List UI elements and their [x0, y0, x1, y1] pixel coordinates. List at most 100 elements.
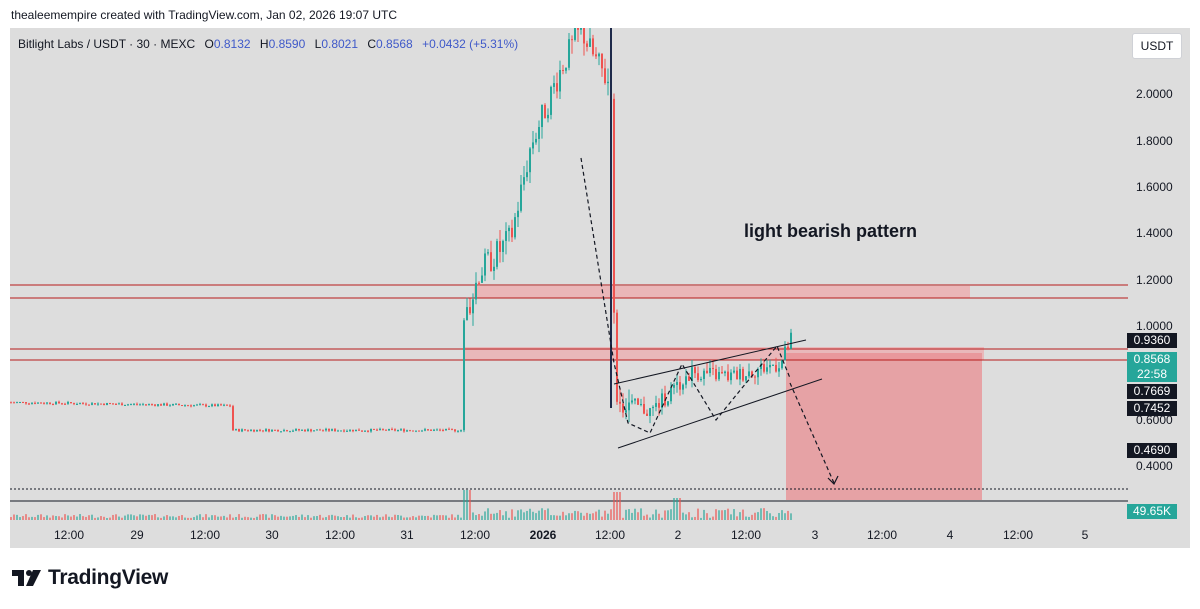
volume-bar — [418, 515, 420, 520]
candle-body — [505, 231, 507, 241]
volume-bar — [22, 516, 24, 520]
volume-bar — [391, 517, 393, 520]
chart-area[interactable]: Bitlight Labs / USDT · 30 · MEXC O0.8132… — [10, 28, 1190, 548]
volume-bar — [499, 510, 501, 520]
volume-bar — [742, 509, 744, 520]
candle-body — [742, 368, 744, 381]
candle-body — [496, 241, 498, 267]
volume-bar — [19, 517, 21, 520]
candle-body — [388, 428, 390, 431]
volume-bar — [712, 516, 714, 520]
volume-bar — [226, 517, 228, 520]
candle-body — [760, 364, 762, 370]
candle-body — [454, 429, 456, 432]
volume-bar — [589, 513, 591, 520]
candle-body — [220, 404, 222, 406]
volume-bar — [484, 511, 486, 520]
candle-body — [394, 429, 396, 431]
volume-bar — [529, 508, 531, 520]
volume-bar — [427, 515, 429, 520]
candle-body — [283, 430, 285, 432]
candle-body — [187, 405, 189, 407]
volume-bar — [55, 516, 57, 520]
volume-bar — [505, 511, 507, 520]
price-axis-label: 0.4000 — [1136, 459, 1173, 473]
volume-bar — [139, 514, 141, 520]
time-axis-label: 5 — [1081, 528, 1089, 542]
volume-bar — [637, 512, 639, 520]
zones — [464, 286, 984, 500]
volume-bar — [67, 515, 69, 520]
volume-bar — [49, 517, 51, 520]
volume-bar — [184, 517, 186, 520]
candle-body — [385, 429, 387, 431]
candle-body — [571, 39, 573, 41]
candle-body — [538, 127, 540, 139]
volume-bar — [145, 515, 147, 520]
volume-bar — [169, 516, 171, 520]
open-value: 0.8132 — [213, 37, 251, 51]
candle-body — [775, 364, 777, 372]
volume-bar — [676, 498, 678, 520]
candle-body — [619, 401, 621, 404]
candle-body — [214, 404, 216, 407]
candle-body — [115, 403, 117, 405]
volume-bar — [688, 512, 690, 520]
time-axis-label: 12:00 — [53, 528, 85, 542]
candle-body — [310, 429, 312, 432]
candle-body — [490, 252, 492, 271]
candle-body — [178, 403, 180, 406]
volume-bar — [37, 514, 39, 520]
candle-body — [688, 376, 690, 381]
candle-body — [28, 403, 30, 405]
candle-body — [280, 431, 282, 433]
candle-body — [382, 428, 384, 430]
volume-bar — [556, 515, 558, 520]
candle-body — [640, 403, 642, 405]
price-axis-label: 0.6000 — [1136, 413, 1173, 427]
volume-bar — [244, 516, 246, 520]
volume-bar — [112, 514, 114, 520]
candle-body — [718, 371, 720, 380]
volume-bar — [634, 508, 636, 520]
volume-bar — [532, 511, 534, 520]
candle-body — [19, 402, 21, 404]
open-label: O — [204, 37, 214, 51]
candle-body — [451, 428, 453, 430]
volume-bar — [58, 516, 60, 520]
candle-body — [325, 428, 327, 431]
volume-bar — [421, 515, 423, 520]
candle-body — [595, 54, 597, 57]
volume-bar — [148, 514, 150, 520]
candle-body — [508, 227, 510, 232]
candle-body — [430, 429, 432, 431]
volume-bar — [232, 517, 234, 520]
tradingview-brand[interactable]: TradingView — [12, 566, 168, 590]
volume-bar — [526, 510, 528, 520]
volume-bar — [610, 509, 612, 520]
currency-button[interactable]: USDT — [1132, 33, 1182, 59]
volume-bar — [250, 517, 252, 520]
candle-body — [670, 387, 672, 402]
candle-body — [124, 404, 126, 406]
volume-bar — [163, 516, 165, 520]
time-axis-label: 2026 — [529, 528, 557, 542]
volume-bar — [574, 510, 576, 520]
volume-bar — [238, 514, 240, 520]
volume-bar — [157, 517, 159, 520]
candle-body — [67, 402, 69, 404]
candle-body — [319, 429, 321, 431]
volume-bar — [400, 515, 402, 520]
candle-body — [748, 371, 750, 377]
change-value: +0.0432 (+5.31%) — [422, 37, 519, 51]
pattern-annotation: light bearish pattern — [744, 221, 918, 241]
candle-body — [673, 384, 675, 388]
candle-body — [421, 430, 423, 432]
volume-bar — [121, 517, 123, 520]
candle-body — [238, 429, 240, 432]
candle-body — [745, 376, 747, 381]
candle-body — [787, 346, 789, 349]
candle-body — [607, 81, 609, 84]
volume-bar — [460, 517, 462, 520]
candle-body — [253, 429, 255, 432]
